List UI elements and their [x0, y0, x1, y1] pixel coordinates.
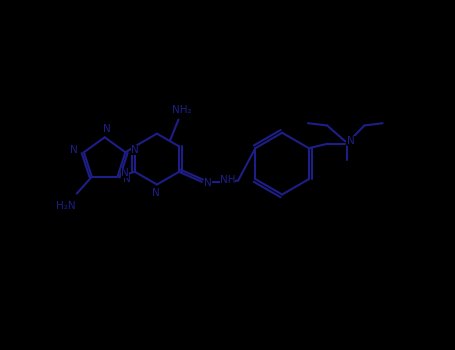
Text: N: N	[131, 145, 138, 155]
Text: NH: NH	[220, 175, 236, 185]
Text: N: N	[347, 136, 354, 146]
Text: NH₂: NH₂	[172, 105, 192, 116]
Text: N: N	[204, 178, 212, 188]
Text: N: N	[152, 188, 160, 198]
Text: N: N	[121, 168, 129, 178]
Text: N: N	[123, 174, 131, 184]
Text: N: N	[103, 124, 111, 134]
Text: H₂N: H₂N	[56, 201, 76, 211]
Text: N: N	[70, 145, 78, 155]
